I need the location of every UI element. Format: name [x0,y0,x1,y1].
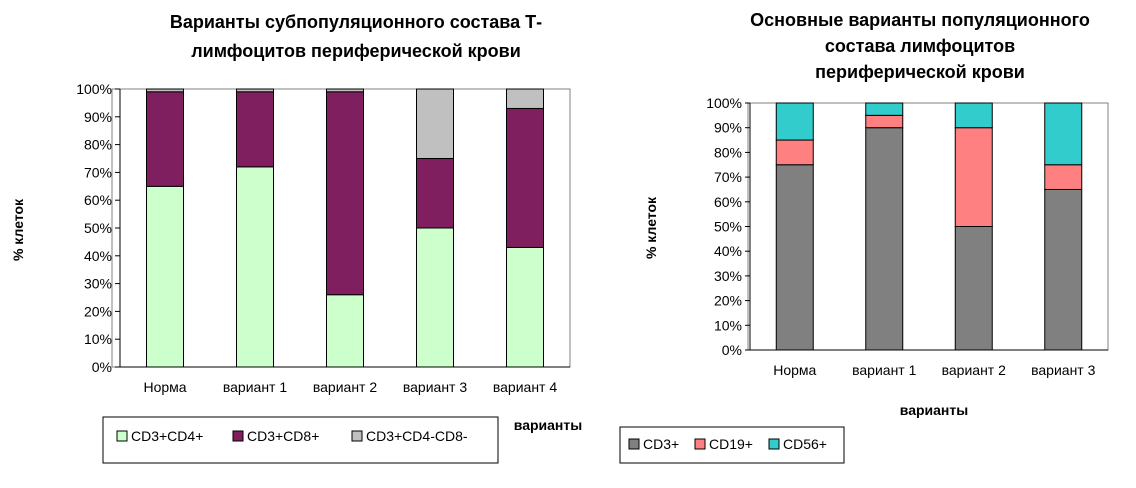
legend-swatch-cd56 [768,438,780,450]
chart-1-y-tick-label: 20% [84,303,112,319]
chart-1-y-ticks: 0% 10% 20% 30% 40% 50% 60% 70% 80% 90% 100% [76,81,570,375]
legend-label-cd19: CD19+ [709,436,753,452]
chart-2-x-tick-label: Норма [773,362,816,378]
legend-swatch-cd3-cd4 [116,430,128,442]
chart-1-bar-segment [146,185,184,368]
chart-1-x-tick-label: Норма [143,379,186,395]
legend-swatch-cd19 [694,438,706,450]
chart-2-bar-segment [954,127,993,227]
chart-2-y-tick-label: 50% [714,219,742,235]
chart-1-y-axis-title: % клеток [10,198,26,261]
legend-swatch-cd3 [628,438,640,450]
legend-label-cd3-cd8: CD3+CD8+ [247,428,319,444]
chart-1-bar-segment [236,91,274,168]
chart-1-bar-segment [506,107,544,248]
legend-label-cd3: CD3+ [643,436,679,452]
chart-1-bar-segment [506,88,544,109]
chart-1-y-tick-label: 50% [84,220,112,236]
chart-2-bar-segment [865,102,904,116]
chart-1-y-tick-label: 60% [84,192,112,208]
chart-2-y-tick-label: 70% [714,169,742,185]
chart-1-x-axis-title: варианты [514,417,582,433]
chart-1-bar-segment [416,88,454,159]
chart-2-title-line-2: состава лимфоцитов [825,36,1015,56]
chart-2: Основные варианты популяционного состава… [619,10,1109,464]
chart-1-y-tick-label: 90% [84,109,112,125]
chart-2-bar-segment [954,226,993,351]
chart-1-y-tick-label: 0% [92,359,112,375]
chart-2-x-tick-label: вариант 2 [942,362,1006,378]
chart-2-y-axis-title: % клеток [643,196,659,259]
chart-2-y-tick-label: 20% [714,293,742,309]
chart-1-bar-segment [146,91,184,187]
legend-swatch-cd3-cd8 [232,430,244,442]
chart-1-x-tick-label: вариант 3 [403,379,467,395]
chart-1-y-tick-label: 80% [84,137,112,153]
chart-1-legend-box [102,416,499,464]
chart-1-y-tick-label: 30% [84,276,112,292]
chart-2-legend: CD3+ CD19+ CD56+ [619,426,845,464]
chart-1-bars [146,88,544,368]
chart-2-bars [775,102,1083,351]
chart-2-title-line-1: Основные варианты популяционного [750,10,1090,30]
chart-1-bar-segment [326,294,364,368]
chart-1-y-tick-label: 70% [84,164,112,180]
chart-1-legend: CD3+CD4+ CD3+CD8+ CD3+CD4-CD8- [102,416,499,464]
chart-2-y-tick-label: 60% [714,194,742,210]
chart-2-bar-segment [954,102,993,129]
chart-1-x-ticks: Норма вариант 1 вариант 2 вариант 3 вариант … [143,379,557,395]
legend-label-cd56: CD56+ [783,436,827,452]
chart-1-x-tick-label: вариант 2 [313,379,377,395]
chart-2-x-tick-label: вариант 3 [1031,362,1095,378]
chart-2-bar-segment [775,139,814,166]
chart-1-bar-segment [236,166,274,368]
chart-2-y-tick-label: 40% [714,243,742,259]
chart-2-bar-segment [775,164,814,351]
chart-2-bar-segment [1044,164,1083,190]
chart-2-x-ticks: Норма вариант 1 вариант 2 вариант 3 [773,362,1095,378]
chart-2-y-tick-label: 80% [714,144,742,160]
chart-1-bar-segment [506,246,544,368]
chart-2-y-tick-label: 100% [706,95,742,111]
chart-2-bar-segment [865,127,904,351]
chart-2-bar-segment [1044,102,1083,166]
legend-label-cd3-cd4: CD3+CD4+ [131,428,203,444]
chart-2-y-tick-label: 0% [722,342,742,358]
chart-2-bar-segment [775,102,814,141]
chart-1-bar-segment [326,88,364,93]
chart-2-y-tick-label: 30% [714,268,742,284]
chart-1-y-tick-label: 100% [76,81,112,97]
chart-2-y-tick-label: 10% [714,317,742,333]
chart-2-bar-segment [865,114,904,129]
chart-1: Варианты субпопуляционного состава Т- ли… [10,12,582,464]
chart-1-y-tick-label: 10% [84,331,112,347]
chart-2-bar-segment [1044,188,1083,351]
chart-1-bar-segment [416,227,454,368]
chart-1-title-line-2: лимфоцитов периферической крови [191,41,521,61]
chart-1-y-tick-label: 40% [84,248,112,264]
chart-1-x-tick-label: вариант 4 [493,379,557,395]
chart-1-bar-segment [326,91,364,296]
chart-2-x-tick-label: вариант 1 [852,362,916,378]
chart-2-legend-box [619,426,845,464]
chart-1-bar-segment [146,88,184,93]
chart-2-y-ticks: 0% 10% 20% 30% 40% 50% 60% 70% 80% 90% 100% [706,95,1108,358]
chart-1-x-tick-label: вариант 1 [223,379,287,395]
chart-1-bar-segment [236,88,274,93]
legend-swatch-cd3-cd4-cd8 [351,430,363,442]
chart-2-x-axis-title: варианты [900,402,968,418]
chart-2-y-tick-label: 90% [714,120,742,136]
chart-2-title-line-3: периферической крови [815,62,1025,82]
chart-1-bar-segment [416,158,454,229]
chart-1-title-line-1: Варианты субпопуляционного состава Т- [170,12,542,32]
legend-label-cd3-cd4-cd8: CD3+CD4-CD8- [366,428,468,444]
